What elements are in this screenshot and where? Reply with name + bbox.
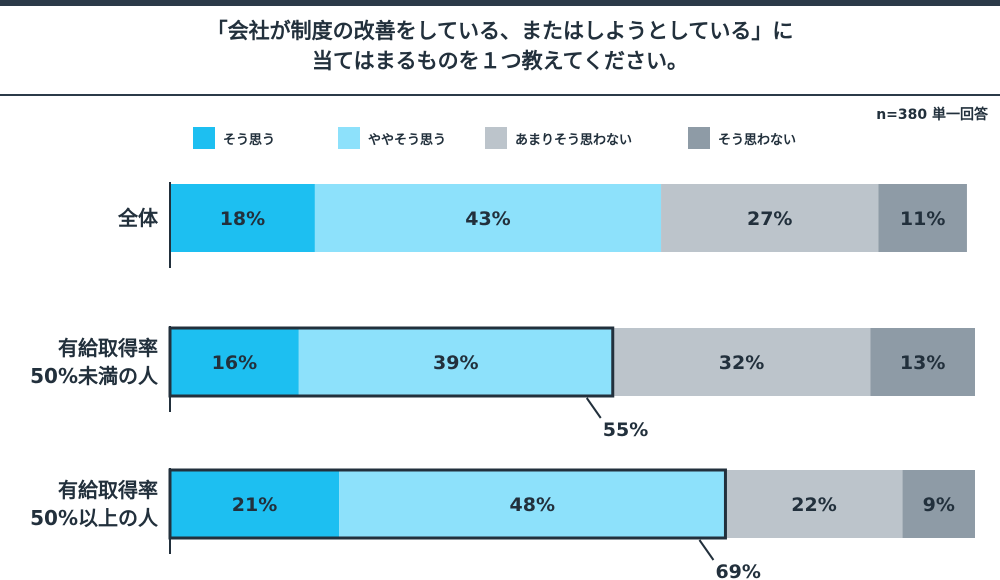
legend-item-disagree: そう思わない — [688, 127, 796, 149]
callout-label-1: 69% — [715, 561, 760, 580]
bar-segment-2-2 — [725, 470, 903, 538]
bar-segment-0-0 — [170, 184, 315, 252]
value-label-2-0: 21% — [232, 494, 277, 516]
chart-title: 「会社が制度の改善をしている、またはしようとしている」に 当てはまるものを１つ教… — [0, 16, 1000, 76]
value-label-0-1: 43% — [465, 208, 510, 230]
value-label-0-0: 18% — [220, 208, 265, 230]
legend-item-somewhat-agree: ややそう思う — [338, 127, 446, 149]
value-label-1-2: 32% — [719, 352, 764, 374]
value-label-1-3: 13% — [900, 352, 945, 374]
bar-segment-1-1 — [298, 328, 613, 396]
legend-swatch-disagree — [688, 127, 710, 149]
value-label-0-2: 27% — [747, 208, 792, 230]
category-label-0-0: 全体 — [117, 206, 159, 230]
value-label-2-1: 48% — [510, 494, 555, 516]
legend-label-disagree: そう思わない — [718, 132, 797, 148]
legend-swatch-somewhat-disagree — [485, 127, 507, 149]
legend-label-somewhat-agree: ややそう思う — [368, 132, 447, 148]
callout-leader-0 — [585, 397, 602, 419]
legend-label-agree: そう思う — [223, 132, 276, 148]
bar-segment-2-1 — [339, 470, 726, 538]
bar-segment-1-2 — [612, 328, 871, 396]
value-label-1-1: 39% — [433, 352, 478, 374]
value-label-2-2: 22% — [791, 494, 836, 516]
bar-segment-2-0 — [170, 470, 340, 538]
value-label-0-3: 11% — [900, 208, 945, 230]
legend-item-agree: そう思う — [193, 127, 275, 149]
category-label-1-1: 50%未満の人 — [30, 364, 159, 388]
callout-leader-1 — [698, 539, 715, 561]
bar-segment-0-3 — [878, 184, 967, 252]
legend-swatch-somewhat-agree — [338, 127, 360, 149]
value-label-1-0: 16% — [212, 352, 257, 374]
legend-swatch-agree — [193, 127, 215, 149]
legend-label-somewhat-disagree: あまりそう思わない — [515, 132, 633, 148]
bar-segment-2-3 — [902, 470, 975, 538]
bar-segment-1-0 — [170, 328, 299, 396]
sample-note: n=380 単一回答 — [876, 107, 988, 123]
bar-segment-0-2 — [661, 184, 879, 252]
callout-outline-0 — [168, 326, 615, 398]
bar-segment-0-1 — [314, 184, 662, 252]
chart-title-line-1: 「会社が制度の改善をしている、またはしようとしている」に — [206, 19, 794, 43]
value-label-2-3: 9% — [923, 494, 955, 516]
callout-outline-1 — [168, 468, 727, 540]
category-label-1-0: 有給取得率 — [58, 336, 158, 360]
chart-title-line-2: 当てはまるものを１つ教えてください。 — [312, 49, 688, 73]
bar-segment-1-3 — [870, 328, 975, 396]
callout-label-0: 55% — [603, 419, 648, 441]
top-bar — [0, 0, 1000, 6]
title-divider — [0, 94, 1000, 96]
category-label-2-0: 有給取得率 — [58, 478, 158, 502]
category-label-2-1: 50%以上の人 — [30, 506, 159, 530]
legend-item-somewhat-disagree: あまりそう思わない — [485, 127, 632, 149]
